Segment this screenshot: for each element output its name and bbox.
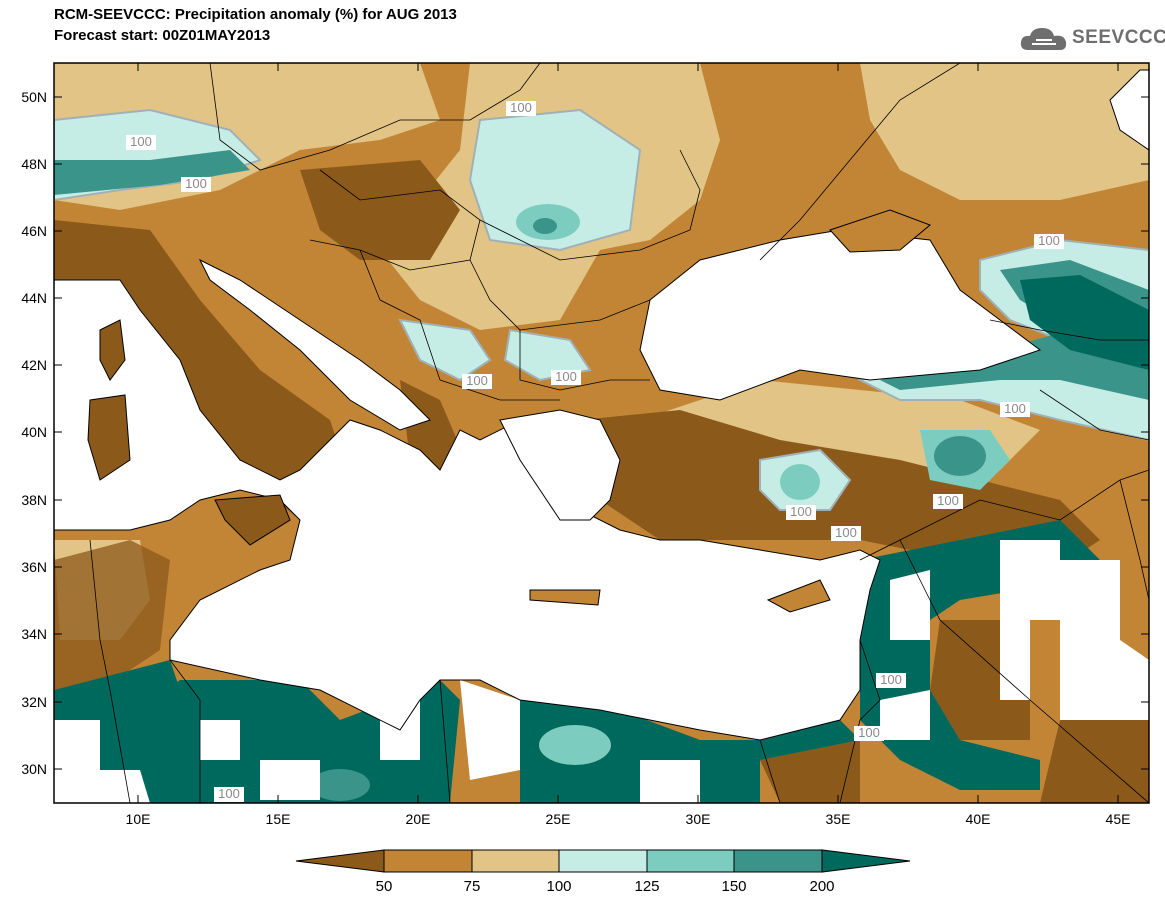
forecast-start-label: Forecast start: 00Z01MAY2013 [54, 27, 271, 44]
country-borders [89, 63, 1149, 803]
legend-label: 150 [721, 878, 746, 895]
colorbar-segment-125-150 [646, 849, 735, 873]
sardinia [87, 394, 131, 481]
crete [529, 589, 601, 606]
colorbar-segment-100-125 [558, 849, 648, 873]
legend-label: 200 [809, 878, 834, 895]
colorbar-segment-50-75 [383, 849, 473, 873]
lon-label: 40E [966, 811, 991, 827]
colorbar-segment-above-200 [821, 849, 911, 873]
contour-label: 100 [510, 100, 532, 115]
contour-label: 100 [937, 493, 959, 508]
lon-label: 10E [126, 811, 151, 827]
contour-label: 100 [555, 369, 577, 384]
cyprus [766, 579, 831, 613]
lat-label: 50N [21, 89, 47, 105]
crimea [829, 209, 931, 253]
legend-label: 125 [634, 878, 659, 895]
aegean-sea [499, 409, 621, 521]
lat-label: 46N [21, 223, 47, 239]
contour-label: 100 [1004, 401, 1026, 416]
latitude-axis: 50N 48N 46N 44N 42N 40N 38N 36N 34N 32N … [21, 89, 1149, 777]
contour-label: 100 [185, 176, 207, 191]
contour-label: 100 [835, 525, 857, 540]
lon-label: 30E [686, 811, 711, 827]
lat-label: 38N [21, 492, 47, 508]
contour-label: 100 [858, 725, 880, 740]
caspian-sea [1109, 69, 1149, 151]
lat-label: 42N [21, 357, 47, 373]
sicily [214, 494, 291, 546]
mediterranean-sea [54, 279, 881, 741]
lat-label: 34N [21, 626, 47, 642]
contour-label: 100 [1038, 233, 1060, 248]
map-frame [53, 62, 1150, 804]
contour-label: 100 [790, 504, 812, 519]
lon-label: 15E [266, 811, 291, 827]
lon-label: 35E [826, 811, 851, 827]
lat-label: 36N [21, 559, 47, 575]
contour-label: 100 [466, 373, 488, 388]
seevccc-cloud-logo-icon [1020, 28, 1067, 50]
legend-label: 75 [464, 878, 481, 895]
corsica [99, 319, 126, 381]
lat-label: 32N [21, 694, 47, 710]
colorbar-segment-below-50 [295, 849, 385, 873]
lon-label: 20E [406, 811, 431, 827]
lat-label: 48N [21, 156, 47, 172]
lon-label: 45E [1106, 811, 1131, 827]
legend-label: 50 [376, 878, 393, 895]
contour-labels: 100 100 100 100 100 100 100 100 100 100 … [126, 100, 1064, 802]
lat-label: 44N [21, 290, 47, 306]
adriatic-sea [198, 258, 431, 431]
contour-label: 100 [218, 786, 240, 801]
black-sea [639, 229, 1042, 401]
anomaly-field [54, 63, 1149, 803]
longitude-axis: 10E 15E 20E 25E 30E 35E 40E 45E [126, 63, 1131, 827]
colorbar-segment-75-100 [471, 849, 560, 873]
contour-label: 100 [880, 672, 902, 687]
map-title: RCM-SEEVCCC: Precipitation anomaly (%) f… [54, 6, 457, 23]
lat-label: 40N [21, 424, 47, 440]
legend-label: 100 [546, 878, 571, 895]
colorbar-segment-150-200 [733, 849, 823, 873]
lon-label: 25E [546, 811, 571, 827]
contour-label: 100 [130, 134, 152, 149]
lat-label: 30N [21, 761, 47, 777]
logo-text: SEEVCCC [1072, 27, 1165, 48]
colorbar-legend: 50 75 100 125 150 200 [295, 849, 911, 895]
